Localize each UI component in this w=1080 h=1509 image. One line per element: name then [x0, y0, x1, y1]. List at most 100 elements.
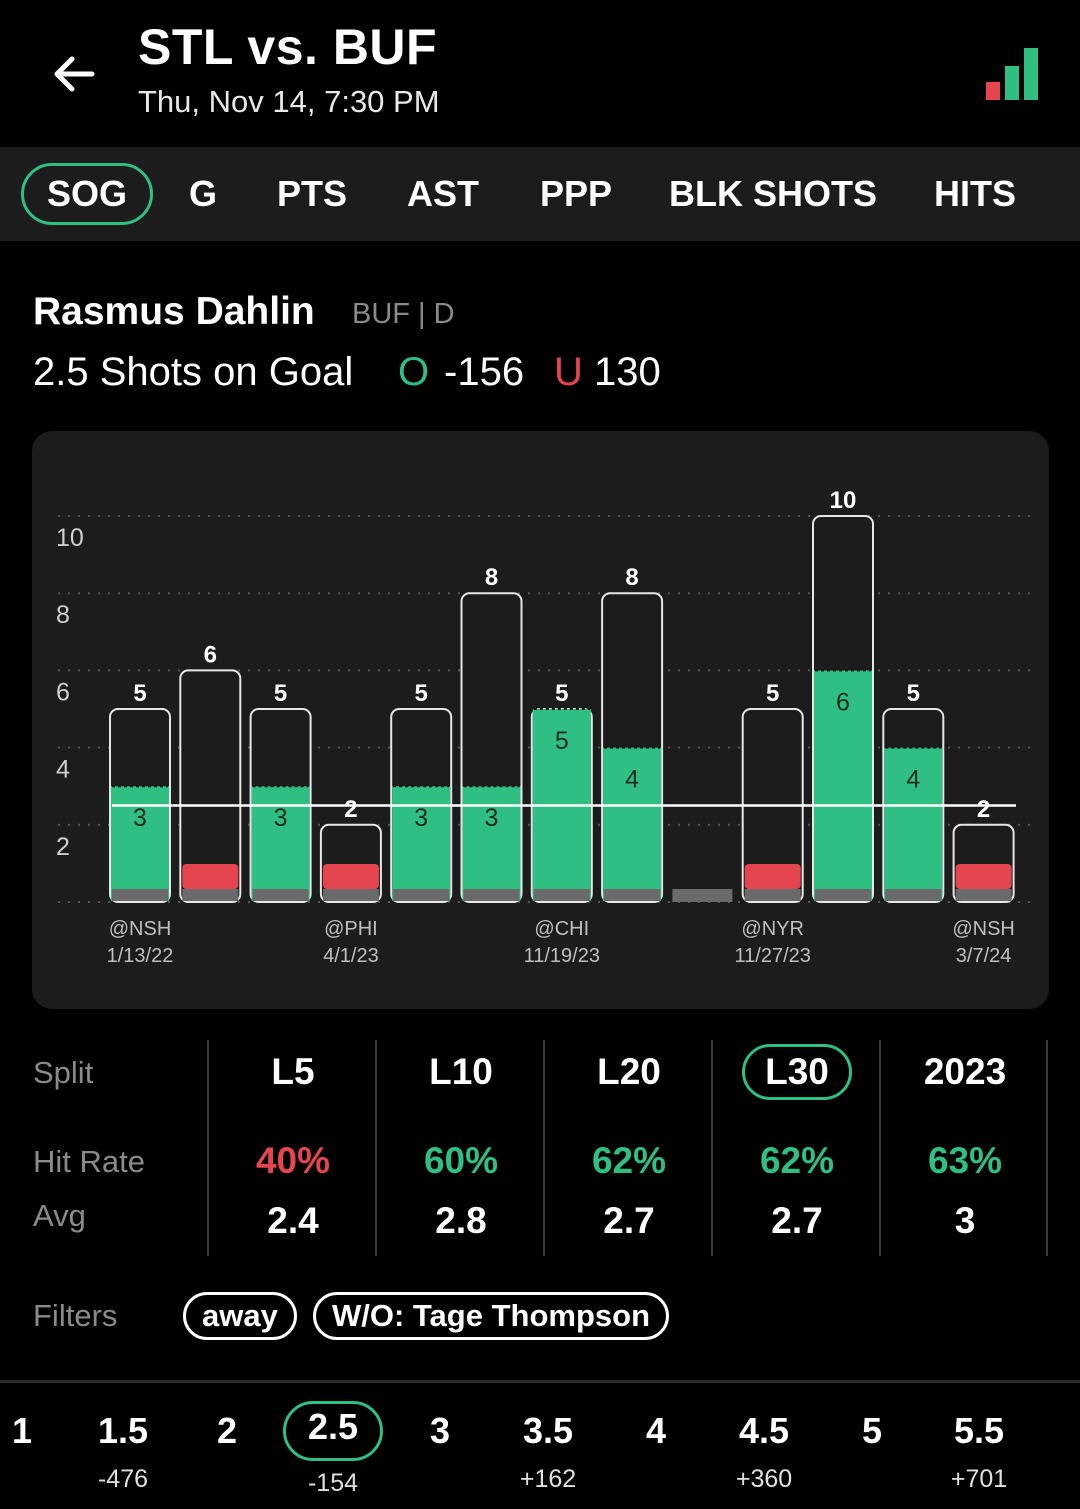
- split-divider: [543, 1040, 545, 1256]
- filter-chip-without-player[interactable]: W/O: Tage Thompson: [313, 1292, 670, 1340]
- total-value-label: 5: [766, 680, 779, 707]
- app-header: STL vs. BUF Thu, Nov 14, 7:30 PM: [0, 0, 1080, 147]
- total-value-label: 5: [415, 680, 428, 707]
- sog-bar: [814, 670, 872, 901]
- tab-hits[interactable]: HITS: [933, 173, 1016, 214]
- sog-value-label: 3: [414, 804, 428, 832]
- miss-bar: [744, 864, 801, 889]
- x-label-date: 4/1/23: [323, 945, 379, 967]
- sog-value-label: 3: [485, 804, 499, 832]
- hit-rate-label: Hit Rate: [33, 1144, 145, 1179]
- line-value: 3: [429, 1410, 451, 1451]
- tab-g[interactable]: G: [188, 173, 217, 214]
- split-divider: [879, 1040, 881, 1256]
- line-odds: [0, 1465, 72, 1495]
- bar-base: [885, 889, 942, 901]
- sog-value-label: 3: [133, 804, 147, 832]
- bar-base: [393, 889, 450, 901]
- y-tick-label: 10: [56, 524, 84, 552]
- tab-ast[interactable]: AST: [407, 173, 479, 214]
- line-value: 2.5: [283, 1401, 383, 1461]
- line-option[interactable]: 1.5 -476: [73, 1405, 173, 1495]
- over-odds: -156: [444, 350, 525, 394]
- line-odds: +162: [519, 1465, 577, 1493]
- total-value-label: 2: [977, 796, 990, 823]
- under-letter: U: [554, 350, 583, 394]
- player-name: Rasmus Dahlin: [33, 290, 315, 333]
- line-odds: [390, 1465, 490, 1495]
- total-value-label: 5: [274, 680, 287, 707]
- tab-blk-shots[interactable]: BLK SHOTS: [668, 173, 877, 214]
- x-label-opponent: @NSH: [109, 918, 172, 940]
- game-log-chart: 2 4 6 8 10 3 5 6 3 5 2 3 5 3 8 5 5 4 8 5 6 10 4 5 2 @NSH 1/13/22 @P…: [32, 431, 1049, 1009]
- split-col-2023[interactable]: 2023 63% 3: [881, 1040, 1049, 1256]
- split-col-l30[interactable]: L30 62% 2.7: [713, 1040, 881, 1256]
- split-divider: [711, 1040, 713, 1256]
- bar-base: [955, 889, 1012, 901]
- x-label-date: 11/19/23: [524, 945, 600, 967]
- sog-bar: [603, 747, 662, 901]
- split-hit-rate: 40%: [255, 1140, 331, 1181]
- total-value-label: 2: [344, 796, 357, 823]
- bar-base: [112, 889, 168, 901]
- line-option[interactable]: 4.5 +360: [714, 1405, 814, 1495]
- trend-bars-icon[interactable]: [984, 46, 1042, 102]
- line-value: 1.5: [97, 1410, 149, 1451]
- sog-value-label: 5: [555, 727, 569, 755]
- filter-chip-away[interactable]: away: [183, 1292, 297, 1340]
- split-col-l10[interactable]: L10 60% 2.8: [377, 1040, 545, 1256]
- split-divider: [375, 1040, 377, 1256]
- split-col-l5[interactable]: L5 40% 2.4: [209, 1040, 377, 1256]
- line-odds: [177, 1465, 277, 1495]
- tab-sog[interactable]: SOG: [21, 163, 153, 225]
- x-label-opponent: @CHI: [534, 918, 589, 940]
- sog-bar: [884, 747, 943, 901]
- line-value: 3.5: [522, 1410, 574, 1451]
- line-value: 5.5: [953, 1410, 1005, 1451]
- total-value-label: 6: [204, 641, 217, 668]
- split-divider: [1046, 1040, 1048, 1256]
- split-hit-rate: 62%: [759, 1140, 835, 1181]
- bar-base: [533, 889, 590, 901]
- sog-value-label: 4: [625, 766, 639, 794]
- line-option[interactable]: 5: [822, 1405, 922, 1495]
- prop-line: 2.5 Shots on Goal: [33, 350, 354, 394]
- split-head: L30: [713, 1044, 881, 1100]
- chart-svg: 2 4 6 8 10 3 5 6 3 5 2 3 5 3 8 5 5 4 8 5 6 10 4 5 2 @NSH 1/13/22 @P…: [56, 487, 1032, 967]
- line-option[interactable]: 4: [606, 1405, 706, 1495]
- line-value: 5: [861, 1410, 883, 1451]
- bar-base: [322, 889, 379, 901]
- line-odds: [822, 1465, 922, 1495]
- split-head: L20: [597, 1051, 661, 1092]
- line-selector: 1 1.5 -476 2 2.5 -154 3 3.5 +162 4 4.5 +…: [0, 1380, 1080, 1509]
- attempts-bar: [179, 669, 242, 903]
- y-tick-label: 4: [56, 756, 70, 784]
- split-head: L5: [271, 1051, 315, 1092]
- line-option[interactable]: 3.5 +162: [498, 1405, 598, 1495]
- line-option[interactable]: 2: [177, 1405, 277, 1495]
- over-letter: O: [398, 350, 430, 394]
- line-option[interactable]: 1: [0, 1405, 72, 1495]
- tab-ppp[interactable]: PPP: [539, 173, 613, 214]
- x-label-opponent: @NYR: [741, 918, 804, 940]
- x-label-date: 3/7/24: [956, 945, 1012, 967]
- line-option[interactable]: 3: [390, 1405, 490, 1495]
- split-col-l20[interactable]: L20 62% 2.7: [545, 1040, 713, 1256]
- bar-base: [463, 889, 520, 901]
- split-avg: 2.7: [603, 1200, 655, 1241]
- total-value-label: 8: [625, 564, 638, 591]
- x-label-date: 1/13/22: [107, 945, 174, 967]
- split-hit-rate: 62%: [591, 1140, 667, 1181]
- line-option[interactable]: 5.5 +701: [929, 1405, 1029, 1495]
- page-title: STL vs. BUF: [138, 19, 438, 75]
- split-avg: 2.8: [435, 1200, 487, 1241]
- line-odds: [606, 1465, 706, 1495]
- tab-pts[interactable]: PTS: [276, 173, 347, 214]
- line-odds: +360: [735, 1465, 793, 1493]
- filters-label: Filters: [33, 1298, 118, 1333]
- back-arrow-icon[interactable]: [48, 48, 100, 100]
- x-label-opponent: @NSH: [952, 918, 1015, 940]
- bar-base: [744, 889, 801, 901]
- sog-value-label: 4: [906, 766, 920, 794]
- line-option-selected[interactable]: 2.5 -154: [283, 1401, 383, 1499]
